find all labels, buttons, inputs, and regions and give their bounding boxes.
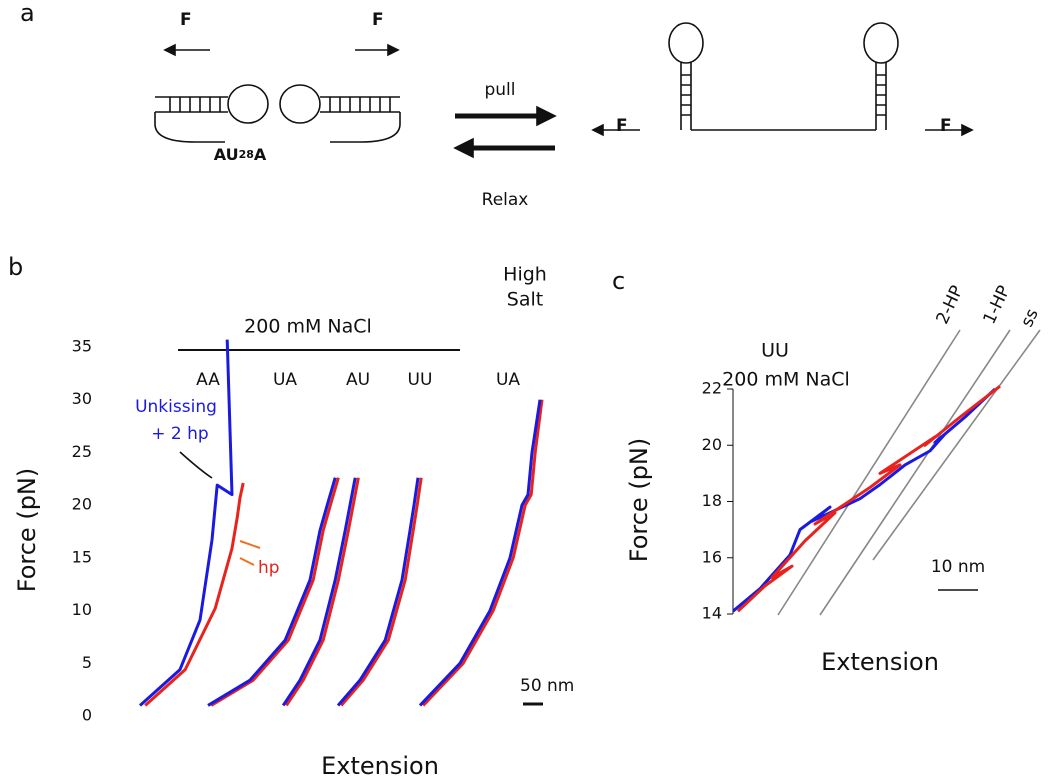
y-tick-label: 20	[702, 435, 722, 454]
model-line	[819, 329, 1011, 616]
condition-label: 200 mM NaCl	[722, 369, 850, 391]
trace	[418, 399, 542, 707]
y-tick-label: 35	[72, 337, 92, 356]
trace	[285, 477, 360, 707]
model-line	[872, 329, 1041, 561]
y-axis-label: Force (pN)	[13, 468, 41, 592]
panel-letter: c	[612, 267, 625, 295]
condition-label: 200 mM NaCl	[244, 316, 372, 338]
arrow	[179, 451, 213, 479]
relax-label: Relax	[482, 190, 529, 210]
panel-letter: a	[20, 0, 35, 27]
panel-letter: b	[8, 253, 23, 281]
model-line	[777, 329, 961, 616]
annotation: hp	[258, 558, 280, 578]
group-label: AA	[196, 370, 220, 390]
condition-label: Salt	[507, 289, 543, 311]
diagram-shapes	[154, 22, 974, 159]
y-tick-label: 25	[72, 442, 92, 461]
x-axis-label: Extension	[321, 752, 439, 780]
panel-c: c UU 200 mM NaCl 2-HP 1-HP ss 10 nm Exte…	[612, 267, 1043, 676]
y-tick-label: 20	[72, 495, 92, 514]
group-label: UA	[496, 370, 520, 390]
y-tick-label: 15	[72, 547, 92, 566]
condition-label: UU	[761, 340, 789, 362]
trace	[336, 477, 420, 707]
trace	[207, 477, 337, 707]
annotation: Unkissing	[135, 397, 217, 417]
y-tick-label: 14	[702, 604, 722, 623]
trace	[422, 399, 544, 707]
force-label: F	[180, 10, 192, 30]
model-label: 1-HP	[979, 283, 1014, 328]
y-tick-label: 10	[72, 600, 92, 619]
y-tick-label: 30	[72, 389, 92, 408]
trace	[732, 387, 997, 613]
force-label: F	[940, 116, 952, 136]
arrow	[239, 540, 261, 566]
y-tick-label: 16	[702, 547, 722, 566]
group-label: UU	[408, 370, 433, 390]
model-label: 2-HP	[932, 283, 967, 328]
trace	[144, 482, 245, 707]
scale-bar-label: 10 nm	[931, 557, 985, 577]
group-label: AU	[346, 370, 370, 390]
trace	[281, 477, 357, 707]
y-tick-label: 18	[702, 491, 722, 510]
y-tick-label: 0	[82, 706, 92, 725]
model-label: ss	[1017, 306, 1043, 331]
panel-a: a F F F F AU28A pull Relax	[20, 0, 974, 210]
group-label: UA	[273, 370, 297, 390]
annotation: + 2 hp	[151, 424, 208, 444]
trace	[210, 477, 340, 707]
force-label: F	[372, 10, 384, 30]
trace	[736, 385, 1001, 613]
scale-bar-label: 50 nm	[520, 676, 574, 696]
y-axis-label: Force (pN)	[625, 438, 653, 562]
trace	[340, 477, 423, 707]
y-tick-label: 22	[702, 379, 722, 398]
x-axis-label: Extension	[821, 648, 939, 676]
pull-label: pull	[484, 80, 515, 100]
condition-label: High	[503, 264, 547, 286]
panel-b: b 200 mM NaCl High Salt AA UA AU UU UA U…	[8, 253, 574, 780]
trace	[138, 339, 234, 707]
construct-label: AU28A	[214, 145, 267, 164]
y-tick-label: 5	[82, 653, 92, 672]
force-label: F	[616, 116, 628, 136]
